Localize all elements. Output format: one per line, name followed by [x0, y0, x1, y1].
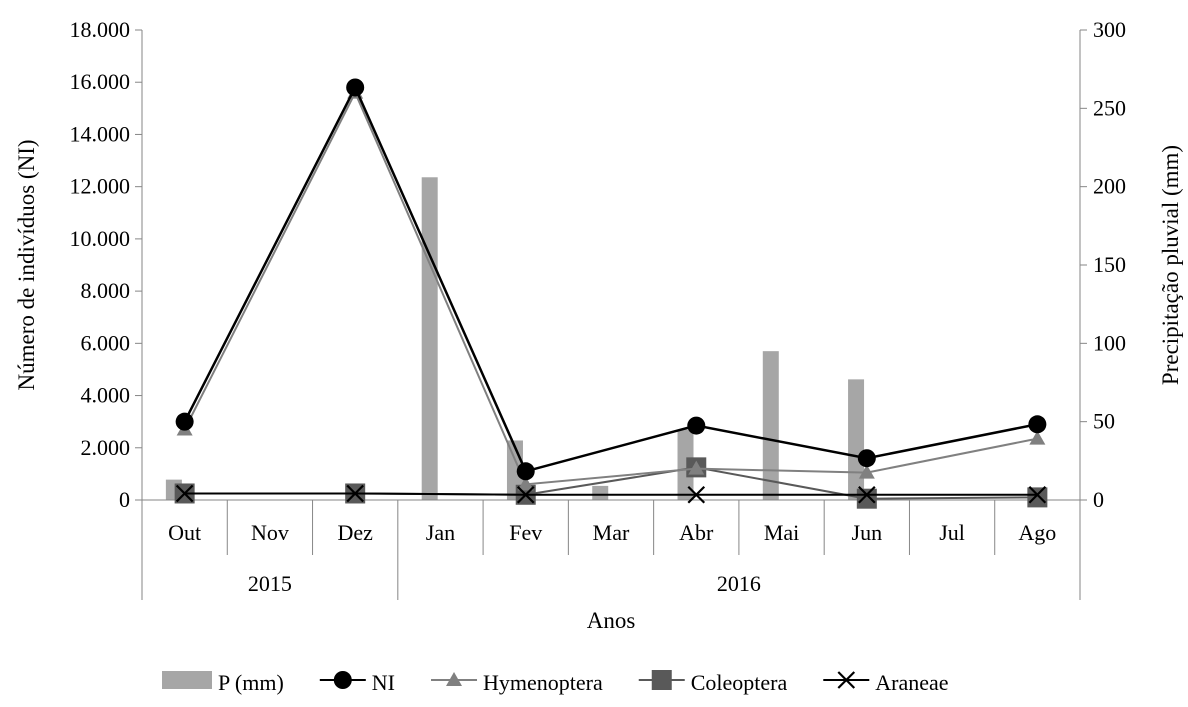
y2-tick-label: 0: [1093, 487, 1104, 512]
legend-swatch-marker: [837, 671, 856, 689]
legend-swatch-marker: [446, 672, 463, 686]
y-tick-label: 4.000: [81, 383, 131, 408]
legend-item-araneae: Araneae: [823, 670, 949, 695]
y-axis-title: Número de indivíduos (NI): [14, 139, 39, 390]
x-tick-label: Mar: [593, 520, 630, 545]
point-ni-jun: [857, 449, 876, 468]
point-ni-dez: [346, 78, 365, 97]
y-tick-label: 12.000: [70, 174, 131, 199]
legend-item-coleoptera: Coleoptera: [638, 670, 788, 695]
y2-axis-title: Precipitação pluvial (mm): [1158, 145, 1183, 385]
x-axis-title: Anos: [587, 608, 636, 633]
x-tick-label: Nov: [251, 520, 289, 545]
legend-swatch: [162, 671, 212, 689]
x-tick-label: Jan: [426, 520, 455, 545]
legend-label: Coleoptera: [691, 670, 788, 695]
x-tick-label: Jun: [852, 520, 883, 545]
point-araneae-abr: [687, 486, 706, 504]
point-araneae-ago: [1028, 486, 1047, 504]
bar-precip-jan: [421, 177, 438, 500]
x-tick-label: Jul: [939, 520, 965, 545]
legend-label: Hymenoptera: [483, 670, 603, 695]
y2-tick-label: 50: [1093, 409, 1115, 434]
x-tick-label: Mai: [764, 520, 799, 545]
point-hymenoptera-ago: [1029, 430, 1046, 445]
legend-item-hymenoptera: Hymenoptera: [431, 670, 603, 695]
series-line-hymenoptera: [183, 90, 1038, 486]
y-tick-label: 10.000: [70, 226, 131, 251]
year-group-label: 2015: [248, 571, 292, 596]
bar-precip-mar: [592, 485, 609, 500]
bar-precip-abr: [677, 429, 694, 500]
y-tick-label: 18.000: [70, 17, 131, 42]
x-tick-label: Abr: [679, 520, 714, 545]
bar-precip-jun: [848, 379, 865, 500]
series-line-ni: [183, 84, 1038, 473]
legend-label: Araneae: [875, 670, 948, 695]
legend-swatch-marker: [651, 670, 672, 690]
point-coleoptera-ago: [1027, 487, 1048, 508]
x-tick-label: Out: [168, 520, 201, 545]
legend-label: P (mm): [218, 670, 284, 695]
x-tick-label: Fev: [509, 520, 542, 545]
y-tick-label: 6.000: [81, 330, 131, 355]
x-tick-label: Ago: [1018, 520, 1056, 545]
y2-tick-label: 200: [1093, 174, 1126, 199]
legend-label: NI: [372, 670, 395, 695]
y-tick-label: 16.000: [70, 69, 131, 94]
point-ni-ago: [1028, 415, 1047, 434]
legend-swatch-marker: [333, 671, 352, 689]
point-ni-abr: [687, 416, 706, 435]
y2-tick-label: 250: [1093, 95, 1126, 120]
series-line-araneae: [184, 492, 1038, 496]
legend-item-p-mm: P (mm): [162, 670, 284, 695]
bar-precip-mai: [762, 351, 779, 500]
y2-tick-label: 300: [1093, 17, 1126, 42]
y-tick-label: 0: [119, 487, 130, 512]
point-hymenoptera-abr: [688, 460, 705, 475]
point-ni-out: [175, 412, 194, 431]
y-tick-label: 2.000: [81, 435, 131, 460]
point-ni-fev: [516, 462, 535, 481]
y-tick-label: 8.000: [81, 278, 131, 303]
point-araneae-out: [175, 484, 194, 503]
y-tick-label: 14.000: [70, 121, 131, 146]
y2-tick-label: 100: [1093, 330, 1126, 355]
point-araneae-fev: [516, 486, 535, 504]
point-hymenoptera-jun: [858, 464, 875, 479]
point-hymenoptera-fev: [517, 476, 534, 491]
point-araneae-jun: [858, 486, 876, 504]
legend-item-ni: NI: [319, 670, 395, 695]
point-coleoptera-jun: [856, 488, 877, 509]
point-araneae-dez: [346, 484, 364, 503]
y2-tick-label: 150: [1093, 252, 1126, 277]
x-tick-label: Dez: [337, 520, 373, 545]
year-group-label: 2016: [717, 571, 761, 596]
